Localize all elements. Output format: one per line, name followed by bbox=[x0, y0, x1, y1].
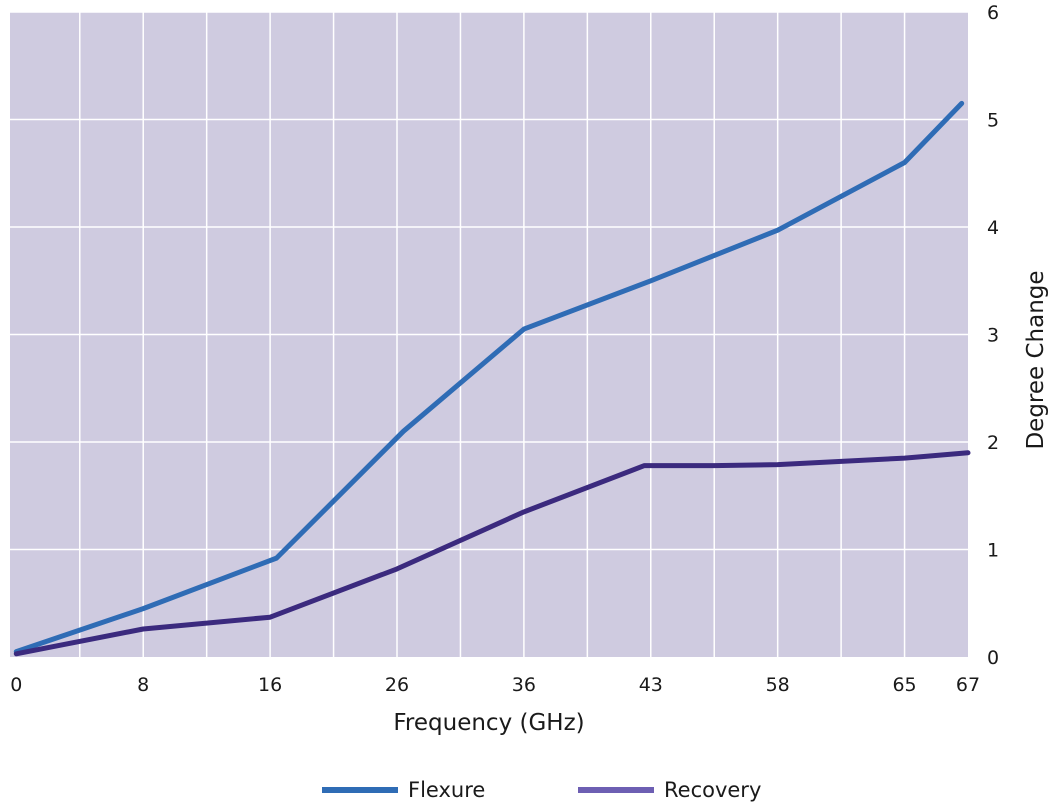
x-tick-label: 8 bbox=[137, 674, 149, 696]
horizontal-gridlines bbox=[10, 11, 968, 551]
y-tick-label: 0 bbox=[987, 647, 999, 669]
y-tick-label: 2 bbox=[987, 432, 999, 454]
legend-label-recovery: Recovery bbox=[664, 778, 761, 802]
legend: Flexure Recovery bbox=[322, 778, 761, 802]
x-tick-label: 65 bbox=[892, 674, 916, 696]
y-tick-label: 5 bbox=[987, 110, 999, 132]
x-tick-labels: 0 8 16 26 36 43 58 65 67 bbox=[10, 674, 980, 696]
x-tick-label: 36 bbox=[512, 674, 536, 696]
y-tick-label: 1 bbox=[987, 540, 999, 562]
x-tick-label: 0 bbox=[10, 674, 22, 696]
series-line-flexure bbox=[13, 100, 965, 655]
legend-label-flexure: Flexure bbox=[408, 778, 485, 802]
y-tick-label: 3 bbox=[987, 325, 999, 347]
y-tick-label: 6 bbox=[987, 2, 999, 24]
y-tick-labels: 0 1 2 3 4 5 6 bbox=[987, 2, 999, 669]
x-tick-label: 43 bbox=[639, 674, 663, 696]
y-tick-label: 4 bbox=[987, 217, 999, 239]
x-tick-label: 26 bbox=[385, 674, 409, 696]
x-axis-title: Frequency (GHz) bbox=[393, 710, 584, 736]
x-tick-label: 67 bbox=[956, 674, 980, 696]
series-lines bbox=[13, 100, 971, 657]
x-tick-label: 58 bbox=[766, 674, 790, 696]
series-line-recovery bbox=[13, 450, 971, 657]
y-axis-title: Degree Change bbox=[1023, 270, 1049, 449]
x-tick-label: 16 bbox=[258, 674, 282, 696]
